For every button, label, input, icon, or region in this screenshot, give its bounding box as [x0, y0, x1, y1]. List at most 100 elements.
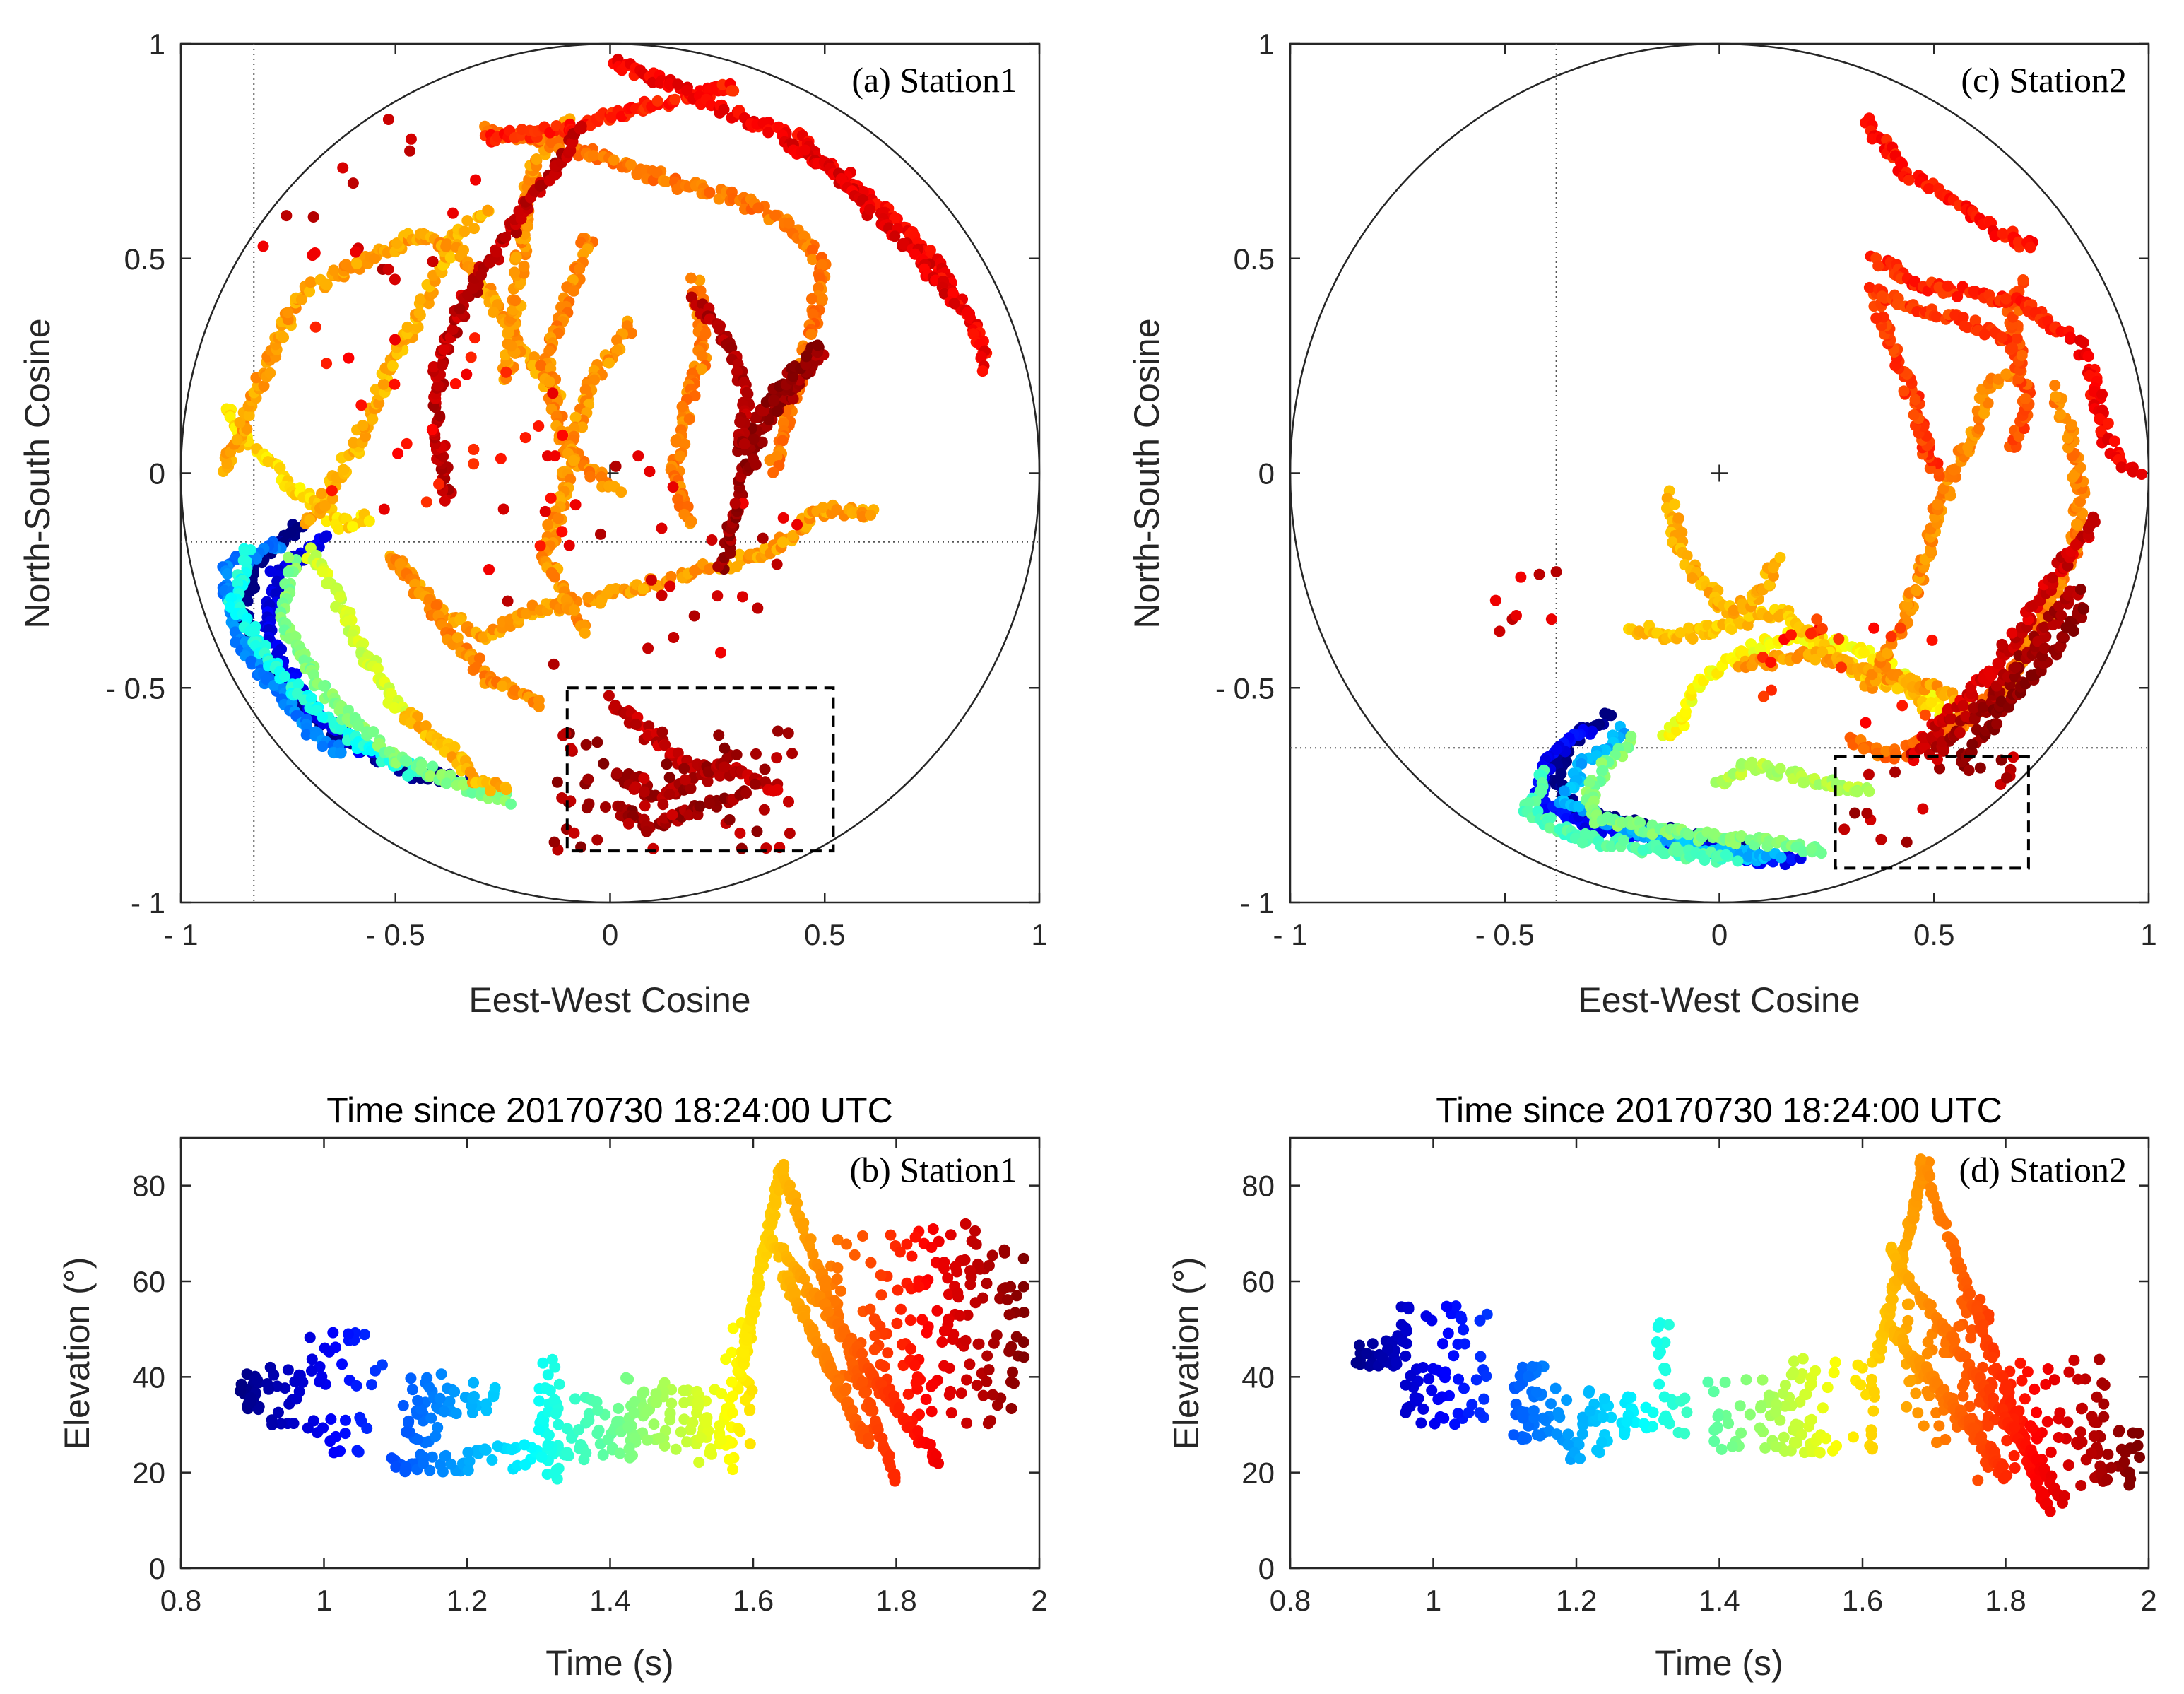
source-point	[594, 528, 606, 540]
panel-label: (c) Station2	[1961, 60, 2127, 100]
source-point	[243, 410, 255, 422]
source-point	[1957, 700, 1969, 712]
source-point	[1945, 712, 1957, 724]
y-tick-label: 0	[149, 457, 165, 490]
source-point	[500, 784, 512, 796]
source-point	[758, 804, 770, 816]
source-point	[2009, 661, 2021, 674]
scatter-cluster	[324, 1411, 373, 1459]
source-point	[417, 1458, 429, 1470]
source-point	[316, 488, 328, 500]
source-point	[503, 327, 515, 339]
source-point	[777, 536, 789, 548]
y-tick-label: 40	[132, 1360, 165, 1394]
source-point	[1785, 629, 1797, 641]
source-point	[302, 1422, 314, 1434]
channel-path	[301, 542, 412, 717]
source-point	[230, 636, 242, 648]
source-point	[470, 174, 482, 186]
source-point	[1775, 852, 1787, 864]
source-point	[816, 259, 828, 271]
y-tick-label: 80	[132, 1170, 165, 1203]
source-point	[232, 577, 244, 589]
source-point	[258, 380, 270, 392]
source-point	[439, 1450, 451, 1462]
source-point	[1672, 512, 1684, 524]
points-layer	[179, 42, 1041, 904]
source-point	[1550, 566, 1562, 578]
source-point	[664, 580, 676, 592]
x-tick-label: 0.8	[160, 1584, 201, 1617]
source-point	[609, 699, 621, 711]
source-point	[2016, 349, 2028, 361]
source-point	[703, 797, 715, 809]
source-point	[704, 563, 716, 575]
source-point	[1510, 610, 1522, 622]
source-point	[242, 595, 254, 607]
source-point	[2017, 274, 2029, 286]
source-point	[342, 1328, 354, 1340]
source-point	[777, 417, 789, 429]
source-point	[316, 1370, 328, 1382]
source-point	[281, 210, 293, 222]
source-point	[976, 365, 988, 377]
source-point	[1757, 690, 1769, 702]
scatter-cluster	[304, 1327, 388, 1392]
source-point	[751, 825, 763, 837]
source-point	[1889, 748, 1901, 760]
source-point	[1815, 847, 1827, 859]
source-point	[734, 416, 746, 428]
source-point	[712, 590, 724, 602]
source-point	[317, 741, 329, 753]
source-point	[476, 269, 488, 281]
source-point	[484, 785, 496, 797]
source-point	[637, 583, 649, 595]
source-point	[1996, 331, 2008, 343]
source-point	[369, 252, 381, 264]
source-point	[1806, 842, 1818, 854]
source-point	[366, 1379, 378, 1391]
scatter-cluster	[1489, 566, 1562, 637]
source-point	[1885, 630, 1897, 642]
source-point	[1533, 568, 1545, 580]
x-tick-label: 1.4	[589, 1584, 630, 1617]
source-point	[351, 1445, 363, 1457]
source-point	[519, 432, 531, 444]
source-point	[1765, 657, 1777, 669]
source-point	[587, 150, 599, 162]
source-point	[304, 286, 316, 298]
source-point	[1860, 717, 1872, 729]
source-point	[357, 420, 369, 432]
source-point	[1494, 625, 1506, 637]
y-tick-label: 60	[132, 1265, 165, 1298]
source-point	[425, 1412, 437, 1424]
source-point	[748, 453, 760, 465]
source-point	[695, 363, 707, 375]
source-point	[282, 566, 294, 578]
source-point	[282, 307, 294, 319]
source-point	[405, 133, 417, 145]
source-point	[865, 509, 877, 521]
source-point	[625, 158, 637, 170]
x-tick-label: 2	[1031, 1584, 1047, 1617]
source-point	[782, 727, 794, 739]
source-point	[1923, 183, 1935, 195]
source-point	[392, 447, 404, 459]
source-point	[669, 93, 681, 105]
source-point	[545, 492, 557, 504]
source-point	[505, 798, 517, 810]
source-point	[518, 260, 530, 272]
source-point	[367, 726, 379, 738]
source-point	[1805, 628, 1817, 640]
source-point	[647, 842, 659, 854]
source-point	[2070, 518, 2082, 530]
source-point	[264, 367, 276, 379]
source-point	[798, 230, 810, 242]
source-point	[1558, 785, 1570, 797]
source-point	[305, 276, 317, 288]
panel-label: (a) Station1	[851, 60, 1017, 100]
source-point	[713, 729, 725, 741]
source-point	[1868, 622, 1880, 634]
x-tick-label: 1	[1031, 918, 1047, 951]
